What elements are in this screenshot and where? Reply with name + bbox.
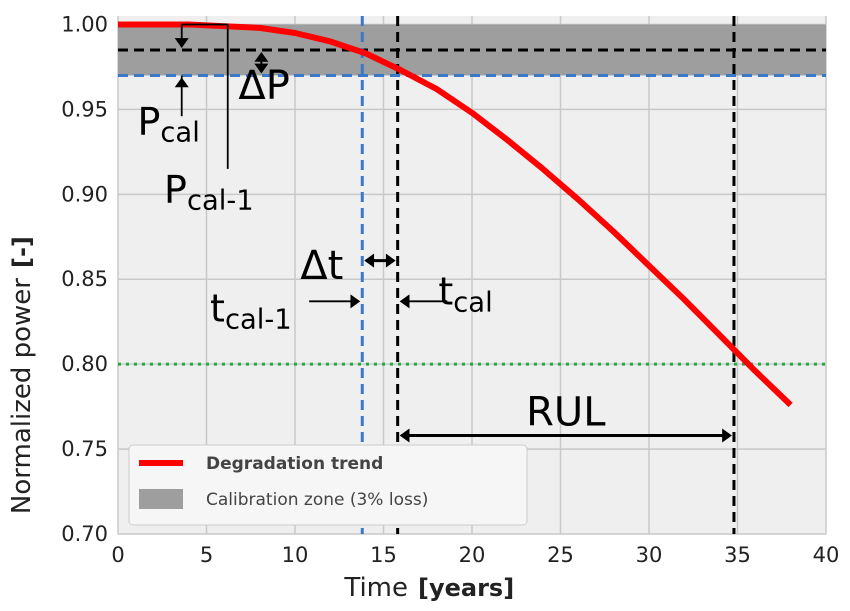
reference-lines — [118, 16, 826, 534]
p-cal-arrowhead — [174, 77, 189, 88]
x-tick-label: 30 — [636, 543, 663, 567]
p-cal-1-arrowhead — [174, 38, 189, 48]
rul-arrowhead-left — [399, 428, 410, 443]
legend: Degradation trend Calibration zone (3% l… — [128, 444, 528, 526]
y-axis-unit: [-] — [8, 236, 36, 268]
delta-t-label: Δt — [300, 243, 343, 289]
t-cal-1-label: tcal-1 — [210, 287, 292, 336]
t-cal-label: tcal — [438, 270, 492, 319]
x-tick-label: 40 — [813, 543, 840, 567]
rul-label: RUL — [526, 389, 606, 435]
legend-swatch-calibration — [139, 489, 183, 509]
y-tick-label: 0.70 — [61, 522, 108, 546]
y-tick-label: 0.80 — [61, 352, 108, 376]
t-cal-1-arrowhead — [350, 294, 361, 309]
x-axis-unit: [years] — [418, 574, 514, 602]
x-tick-label: 20 — [459, 543, 486, 567]
x-axis-label: Time — [343, 573, 408, 603]
delta-t-arrowhead-left — [364, 253, 375, 268]
x-tick-label: 10 — [282, 543, 309, 567]
delta-p-label: ΔP — [238, 63, 289, 109]
legend-label-calibration: Calibration zone (3% loss) — [206, 490, 428, 510]
x-tick-label: 5 — [200, 543, 213, 567]
legend-box — [128, 444, 528, 526]
x-tick-label: 35 — [724, 543, 751, 567]
y-tick-label: 0.95 — [61, 97, 108, 121]
degradation-trend-line — [118, 21, 793, 408]
y-tick-label: 0.75 — [61, 437, 108, 461]
y-tick-label: 0.85 — [61, 267, 108, 291]
x-tick-label: 0 — [111, 543, 124, 567]
rul-arrowhead-right — [722, 428, 732, 443]
delta-p-arrowhead-up — [254, 51, 269, 62]
legend-label-degradation: Degradation trend — [206, 454, 383, 474]
tick-labels: 0 5 10 15 20 25 30 35 40 0.70 0.75 0.80 0.85 0.90 0.95… — [61, 12, 839, 567]
t-cal-arrowhead — [399, 294, 410, 309]
y-tick-label: 0.90 — [61, 182, 108, 206]
p-cal-label: Pcal — [137, 100, 199, 149]
x-tick-label: 25 — [547, 543, 574, 567]
y-axis-label: Normalized power — [7, 278, 37, 514]
delta-t-arrowhead-right — [385, 253, 396, 268]
delta-p-arrowhead-down — [254, 63, 269, 74]
x-tick-label: 15 — [370, 543, 397, 567]
y-tick-label: 1.00 — [61, 12, 108, 36]
series-layer — [118, 21, 793, 408]
p-cal-1-label: Pcal-1 — [164, 168, 254, 217]
